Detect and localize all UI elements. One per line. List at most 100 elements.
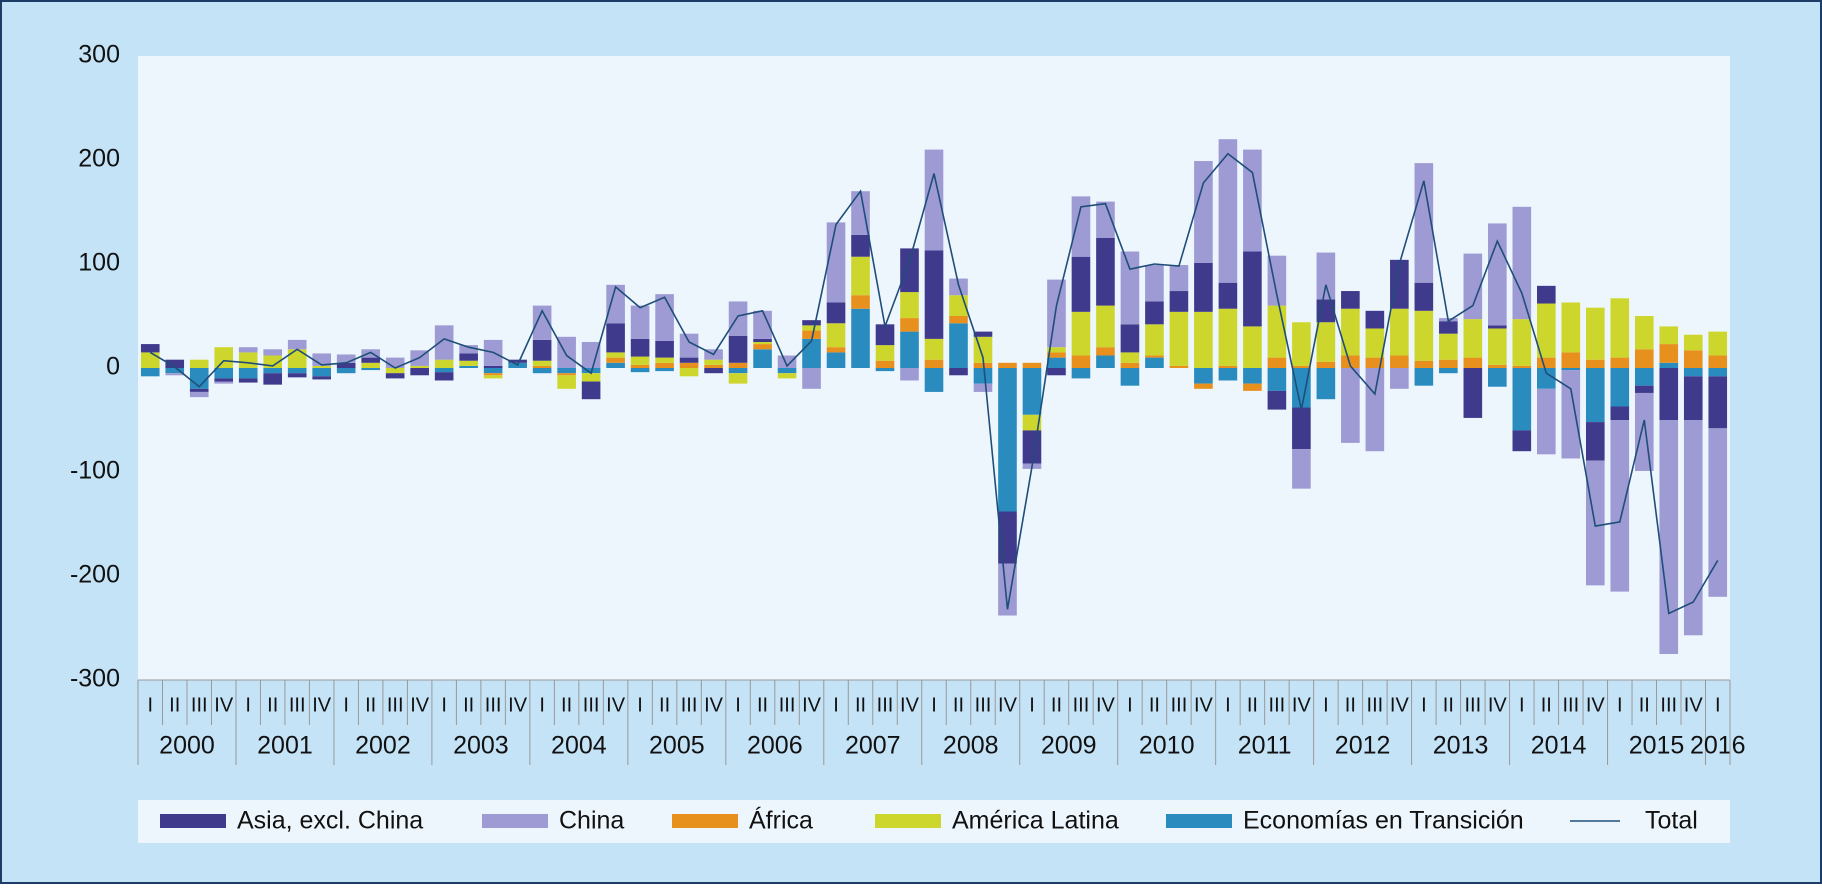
bar-segment — [802, 325, 821, 331]
bar-segment — [1145, 357, 1164, 368]
bar-segment — [973, 383, 993, 392]
bar-segment — [1169, 311, 1189, 366]
bar-segment — [679, 368, 699, 377]
bar-segment — [1488, 364, 1507, 368]
bar-segment — [189, 391, 209, 398]
bar-segment — [336, 354, 356, 363]
bar-segment — [1022, 362, 1042, 368]
bar-segment — [875, 324, 895, 346]
y-tick-label: 100 — [78, 249, 120, 277]
x-tick-label: I — [735, 694, 741, 716]
bar-segment — [1390, 368, 1409, 389]
x-tick-label: III — [1269, 694, 1286, 716]
bar-segment — [287, 368, 307, 374]
bar-segment — [214, 368, 234, 379]
year-label: 2003 — [453, 732, 509, 760]
bar-segment — [361, 349, 380, 358]
bar-segment — [826, 347, 846, 353]
bar-segment — [1365, 357, 1385, 368]
bar-segment — [1292, 322, 1311, 366]
bar-segment — [238, 347, 258, 353]
bar-segment — [1390, 355, 1409, 368]
bar-segment — [655, 294, 674, 341]
bar-segment — [1488, 328, 1507, 365]
bar-segment — [777, 368, 797, 374]
x-tick-label: I — [343, 694, 349, 716]
x-tick-label: IV — [1096, 694, 1116, 716]
x-tick-label: IV — [214, 694, 234, 716]
bar-segment — [1683, 368, 1703, 377]
x-tick-label: III — [1562, 694, 1579, 716]
bar-segment — [1414, 360, 1434, 368]
bar-segment — [1316, 252, 1336, 300]
bar-segment — [1610, 357, 1630, 368]
bar-segment — [1488, 368, 1507, 387]
x-tick-label: I — [539, 694, 545, 716]
bar-segment — [679, 333, 699, 358]
bar-segment — [606, 284, 625, 324]
bar-segment — [1047, 352, 1066, 358]
bar-segment — [630, 356, 650, 365]
bar-segment — [1659, 420, 1679, 654]
bar-segment — [165, 368, 185, 374]
bar-segment — [140, 344, 160, 353]
bar-segment — [949, 323, 968, 368]
bar-segment — [1708, 355, 1728, 368]
year-label: 2005 — [649, 732, 705, 760]
bar-segment — [998, 563, 1017, 616]
x-tick-label: I — [637, 694, 643, 716]
bar-segment — [1218, 308, 1238, 366]
year-label: 2016 — [1690, 732, 1746, 760]
x-tick-label: I — [1127, 694, 1133, 716]
year-label: 2000 — [159, 732, 215, 760]
bar-segment — [630, 364, 650, 368]
bar-segment — [1120, 251, 1140, 325]
bar-segment — [1292, 449, 1311, 489]
bar-segment — [655, 362, 674, 368]
bar-segment — [1022, 430, 1042, 464]
bar-segment — [1194, 161, 1213, 263]
bar-segment — [1292, 365, 1311, 368]
bar-segment — [1585, 359, 1605, 368]
x-tick-label: III — [1171, 694, 1188, 716]
bar-segment — [1022, 368, 1042, 415]
bar-segment — [1071, 355, 1091, 368]
x-tick-label: IV — [1194, 694, 1214, 716]
bar-segment — [1561, 368, 1581, 371]
bar-segment — [1537, 368, 1556, 389]
bar-segment — [1194, 311, 1213, 368]
bar-segment — [410, 365, 429, 368]
bar-segment — [630, 338, 650, 357]
bar-segment — [336, 362, 356, 368]
bar-segment — [1610, 406, 1630, 420]
bar-segment — [1708, 376, 1728, 429]
bar-segment — [1634, 349, 1654, 368]
x-tick-label: III — [191, 694, 208, 716]
bar-segment — [924, 338, 944, 360]
bar-segment — [434, 359, 454, 368]
bar-segment — [851, 256, 870, 296]
bar-segment — [459, 360, 478, 366]
bar-segment — [900, 318, 919, 332]
x-tick-label: IV — [1488, 694, 1508, 716]
x-tick-label: III — [289, 694, 306, 716]
bar-segment — [753, 342, 772, 345]
bar-segment — [1512, 365, 1532, 368]
bar-segment — [1145, 324, 1164, 356]
bar-segment — [532, 360, 552, 366]
x-tick-label: II — [855, 694, 866, 716]
x-tick-label: I — [147, 694, 153, 716]
y-tick-label: 300 — [78, 41, 120, 69]
bar-segment — [1218, 139, 1238, 283]
bar-segment — [1120, 362, 1140, 368]
bar-segment — [1512, 319, 1532, 366]
bar-segment — [728, 362, 748, 368]
bar-segment — [1439, 368, 1458, 374]
bar-segment — [1634, 316, 1654, 350]
legend-label: China — [559, 807, 624, 835]
x-tick-label: III — [681, 694, 698, 716]
bar-segment — [312, 365, 331, 368]
bar-segment — [1267, 390, 1287, 410]
bar-segment — [1463, 319, 1483, 358]
bar-segment — [385, 368, 405, 374]
